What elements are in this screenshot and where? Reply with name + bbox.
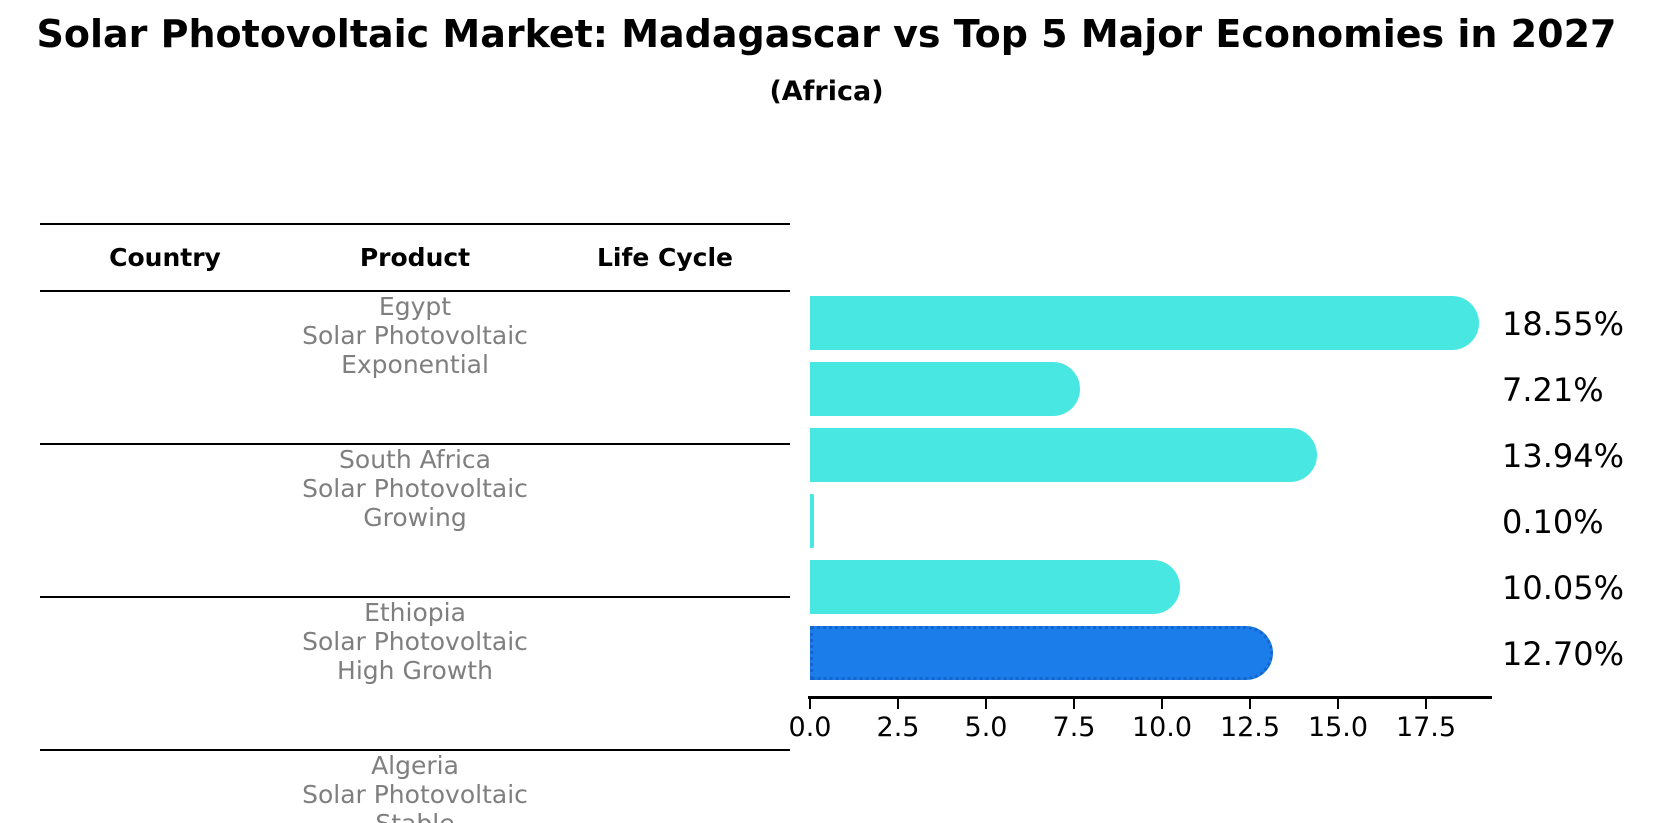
x-axis-tick [897, 699, 899, 709]
x-axis-line [808, 696, 1492, 699]
value-label-nigeria: 10.05% [1502, 569, 1625, 607]
column-header-product: Product [359, 243, 471, 272]
column-header-life-cycle: Life Cycle [596, 243, 734, 272]
bar-madagascar [810, 626, 1274, 680]
cell-country: South Africa [339, 445, 491, 474]
cell-life-cycle: Exponential [341, 350, 489, 379]
value-label-egypt: 18.55% [1502, 305, 1625, 343]
table-row-south-africa [40, 532, 790, 598]
country-table: Country Product Life Cycle Egypt Solar Ph… [40, 223, 790, 823]
chart-title: Solar Photovoltaic Market: Madagascar vs… [36, 12, 1617, 56]
x-axis-tick-label: 10.0 [1131, 712, 1193, 743]
chart-subtitle: (Africa) [769, 76, 884, 107]
bar-ethiopia [810, 428, 1317, 482]
x-axis-tick [809, 699, 811, 709]
cell-product: Solar Photovoltaic [302, 321, 528, 350]
x-axis-tick [1249, 699, 1251, 709]
x-axis-tick-label: 5.0 [964, 712, 1008, 743]
x-axis-tick [1337, 699, 1339, 709]
bar-nigeria [810, 560, 1180, 614]
x-axis-tick-label: 2.5 [876, 712, 920, 743]
value-label-madagascar: 12.70% [1502, 635, 1625, 673]
x-axis-tick [1073, 699, 1075, 709]
value-label-ethiopia: 13.94% [1502, 437, 1625, 475]
cell-product: Solar Photovoltaic [302, 474, 528, 503]
x-axis-tick-label: 17.5 [1395, 712, 1457, 743]
bar-algeria [810, 494, 814, 548]
cell-country: Ethiopia [364, 598, 466, 627]
x-axis-tick [1161, 699, 1163, 709]
cell-life-cycle: High Growth [337, 656, 493, 685]
x-axis-tick-label: 0.0 [788, 712, 832, 743]
bar-egypt [810, 296, 1479, 350]
table-row-ethiopia [40, 685, 790, 751]
cell-life-cycle: Growing [363, 503, 467, 532]
x-axis-tick [985, 699, 987, 709]
cell-country: Algeria [371, 751, 459, 780]
table-header-row: Country Product Life Cycle [40, 223, 790, 292]
bar-south-africa [810, 362, 1080, 416]
cell-product: Solar Photovoltaic [302, 780, 528, 809]
x-axis-tick-label: 15.0 [1307, 712, 1369, 743]
x-axis-tick-label: 7.5 [1052, 712, 1096, 743]
x-axis-tick-label: 12.5 [1219, 712, 1281, 743]
cell-life-cycle: Stable [40, 809, 790, 823]
cell-product: Solar Photovoltaic [302, 627, 528, 656]
column-header-country: Country [109, 243, 221, 272]
cell-country: Egypt [378, 292, 452, 321]
value-label-south-africa: 7.21% [1502, 371, 1604, 409]
table-row-egypt [40, 379, 790, 445]
x-axis-tick [1425, 699, 1427, 709]
value-label-algeria: 0.10% [1502, 503, 1604, 541]
table-body: Egypt Solar Photovoltaic Exponential South … [40, 292, 790, 823]
